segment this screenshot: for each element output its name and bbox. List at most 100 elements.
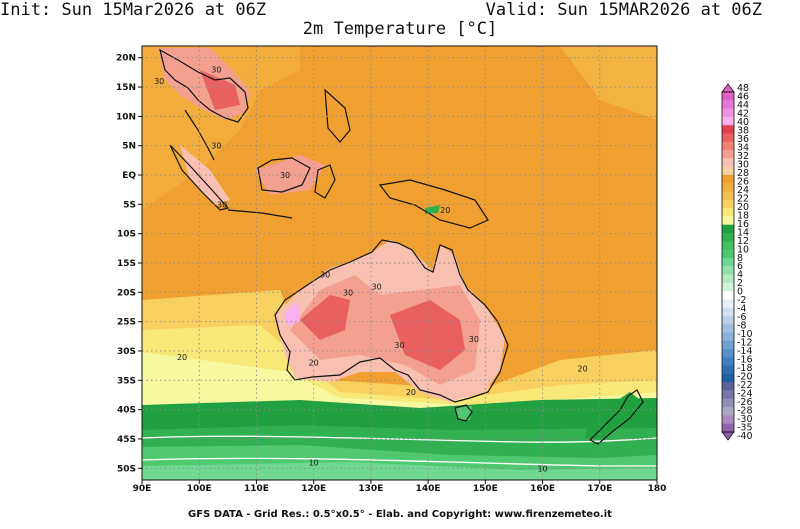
colorbar-swatch (722, 282, 734, 292)
colorbar-swatch (722, 423, 734, 433)
colorbar-label: -12 (737, 338, 753, 349)
y-tick-label: 20N (116, 54, 136, 64)
footer-credit: GFS DATA - Grid Res.: 0.5°x0.5° - Elab. … (188, 509, 612, 520)
contour-label: 10 (309, 458, 319, 467)
colorbar-swatch (722, 249, 734, 259)
colorbar-swatch (722, 357, 734, 366)
colorbar-swatch (722, 150, 734, 159)
colorbar-label: -2 (737, 295, 746, 306)
colorbar-label: 10 (737, 244, 749, 255)
x-tick-label: 130E (358, 484, 383, 494)
colorbar-label: -26 (737, 397, 753, 408)
contour-label: 10 (537, 464, 547, 473)
contour-label: 30 (211, 65, 221, 74)
x-axis: 90E 100E 110E 120E 130E 140E 150E 160E 170E 180 (133, 480, 666, 494)
y-tick-label: 35S (117, 376, 136, 386)
colorbar-label: 6 (737, 261, 743, 272)
colorbar-label: 38 (737, 125, 749, 136)
colorbar-label: -30 (737, 414, 753, 425)
contour-label: 30 (154, 77, 164, 86)
colorbar-swatch (722, 307, 734, 317)
colorbar-label: -10 (737, 329, 753, 340)
contour-label: 20 (177, 353, 187, 362)
colorbar-label: 16 (737, 219, 749, 230)
colorbar-swatch (722, 382, 734, 391)
colorbar-swatch (722, 324, 734, 333)
colorbar-swatch (722, 332, 734, 342)
y-tick-label: 50S (117, 464, 136, 474)
y-tick-label: 15N (116, 83, 136, 93)
y-tick-label: 10N (116, 112, 136, 122)
y-tick-label: 30S (117, 347, 136, 357)
x-tick-label: 100E (187, 484, 212, 494)
colorbar-swatch (722, 257, 734, 267)
y-tick-label: 25S (117, 318, 136, 328)
contour-label: 30 (211, 142, 221, 151)
colorbar-label: 14 (737, 227, 749, 238)
y-tick-label: 5S (123, 200, 136, 210)
colorbar-swatch (722, 373, 734, 383)
y-tick-label: EQ (122, 171, 136, 181)
colorbar-swatch (722, 141, 734, 151)
contour-label: 30 (280, 171, 290, 180)
colorbar-max-arrow (721, 83, 735, 93)
x-tick-label: 120E (301, 484, 326, 494)
y-tick-label: 15S (117, 259, 136, 269)
colorbar-label: 40 (737, 117, 749, 128)
colorbar-swatch (722, 365, 734, 375)
map-variable-title: 2m Temperature [°C] (302, 19, 498, 39)
init-time: Init: Sun 15Mar2026 at 06Z (0, 0, 267, 20)
colorbar-label: -40 (737, 431, 753, 442)
colorbar-swatch (722, 224, 734, 234)
contour-label: 30 (394, 341, 404, 350)
contour-labels: 30 30 30 30 30 30 30 30 30 30 20 20 20 20 20 10 10 (154, 65, 588, 473)
x-tick-label: 170E (587, 484, 612, 494)
colorbar-label: -16 (737, 355, 753, 366)
colorbar-swatch (722, 199, 734, 209)
colorbar-label: 42 (737, 108, 749, 119)
colorbar-label: 22 (737, 193, 749, 204)
x-tick-label: 150E (473, 484, 498, 494)
colorbar-swatch (722, 108, 734, 118)
colorbar-swatch (722, 158, 734, 167)
colorbar-label: -8 (737, 321, 746, 332)
colorbar-label: -18 (737, 363, 753, 374)
colorbar-label: 48 (737, 83, 749, 94)
y-axis: 20N 15N 10N 5N EQ 5S 10S 15S 20S 25S 30S 35S 40S 45S 5… (116, 54, 142, 474)
colorbar-label: 32 (737, 151, 749, 162)
colorbar-label: -24 (737, 389, 753, 400)
x-tick-label: 110E (244, 484, 269, 494)
colorbar-swatch (722, 274, 734, 284)
colorbar-swatch (722, 125, 734, 134)
colorbar-label: 4 (737, 270, 743, 281)
colorbar-label: -6 (737, 312, 746, 323)
colorbar-label: 46 (737, 91, 749, 102)
y-tick-label: 45S (117, 435, 136, 445)
colorbar-label: 26 (737, 176, 749, 187)
colorbar-swatch (722, 133, 734, 143)
contour-label: 30 (343, 288, 353, 297)
x-tick-label: 140E (416, 484, 441, 494)
lat-lon-grid (141, 46, 658, 480)
colorbar-swatch (722, 390, 734, 400)
colorbar-swatch (722, 241, 734, 250)
colorbar-label: -35 (737, 423, 753, 434)
colorbar-label: 12 (737, 236, 749, 247)
colorbar-swatch (722, 415, 734, 425)
valid-time: Valid: Sun 15MAR2026 at 06Z (485, 0, 762, 20)
colorbar-label: 44 (737, 100, 749, 111)
colorbar-label: 2 (737, 278, 743, 289)
colorbar-label: 34 (737, 142, 749, 153)
y-tick-label: 20S (117, 288, 136, 298)
colorbar-min-arrow (721, 431, 735, 441)
colorbar-swatch (722, 291, 734, 300)
colorbar-swatch (722, 191, 734, 201)
colorbar-swatch (722, 100, 734, 109)
colorbar-swatch (722, 216, 734, 225)
colorbar-swatch (722, 116, 734, 126)
colorbar-label: 0 (737, 287, 743, 298)
contour-label: 30 (372, 282, 382, 291)
colorbar-swatch (722, 266, 734, 275)
colorbar-swatch (722, 183, 734, 192)
